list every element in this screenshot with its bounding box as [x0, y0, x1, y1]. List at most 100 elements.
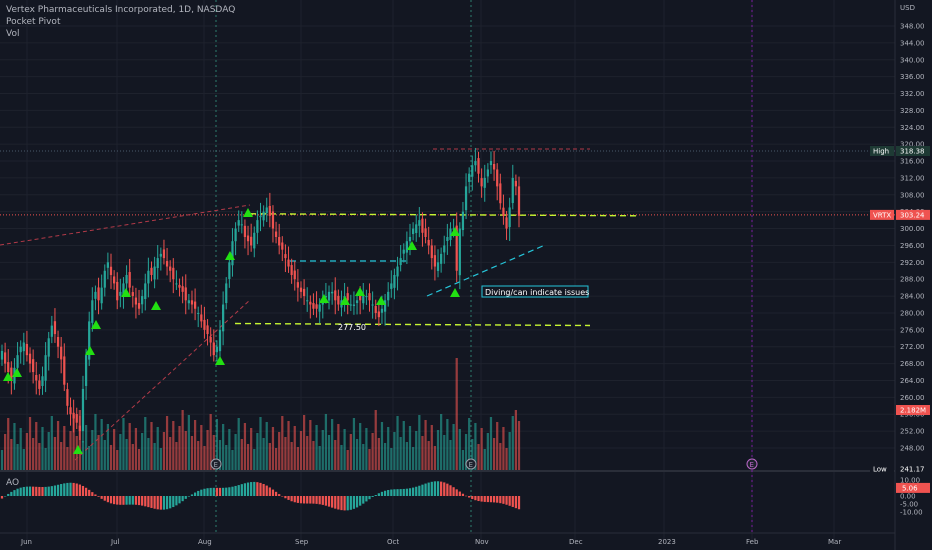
- volume-bar: [19, 428, 22, 470]
- volume-bar: [172, 421, 175, 470]
- volume-bar: [458, 429, 461, 470]
- candle-body: [365, 296, 368, 298]
- ao-bar: [106, 496, 110, 503]
- volume-bar: [262, 438, 265, 470]
- volume-bar: [7, 418, 10, 470]
- candle-body: [91, 300, 94, 323]
- axis-tag-value-bg: [896, 464, 930, 474]
- candle-body: [156, 258, 159, 269]
- volume-bar: [56, 421, 60, 470]
- candle-body: [144, 283, 147, 300]
- price-tick-label: 308.00: [900, 191, 925, 199]
- volume-bar: [206, 430, 209, 470]
- ao-bar: [162, 496, 166, 510]
- ao-bar: [508, 496, 511, 506]
- axis-tag-value: 2.182M: [900, 407, 926, 415]
- ao-bar: [427, 482, 430, 496]
- volume-bar: [122, 418, 125, 470]
- candle-body: [309, 301, 312, 305]
- ao-bar: [480, 496, 483, 502]
- candle-body: [243, 225, 247, 237]
- ao-bar: [169, 496, 172, 509]
- earnings-marker-label: E: [469, 461, 473, 469]
- volume-bar: [13, 423, 16, 470]
- indicator-label-pocket-pivot[interactable]: Pocket Pivot: [6, 17, 61, 27]
- ao-bar: [443, 482, 446, 496]
- candle-body: [147, 270, 150, 284]
- ao-bar: [122, 496, 125, 505]
- candle-body: [455, 225, 458, 271]
- candle-body: [433, 255, 437, 267]
- candle-body: [32, 359, 35, 373]
- time-axis[interactable]: Jun Jul Aug Sep Oct Nov Dec 2023 Feb Mar: [20, 538, 841, 546]
- indicator-label-ao[interactable]: AO: [6, 478, 20, 488]
- ao-bar: [380, 491, 384, 496]
- pocket-pivot-marker: [225, 251, 235, 260]
- ao-bar: [346, 496, 349, 511]
- volume-bar: [474, 423, 477, 470]
- volume-bars: [0, 358, 521, 470]
- candle-body: [72, 412, 75, 419]
- candle-body: [474, 161, 477, 166]
- volume-bar: [502, 427, 505, 470]
- ao-bar: [499, 496, 502, 504]
- candle-body: [81, 388, 85, 432]
- ao-tick-label: 10.00: [900, 477, 920, 485]
- volume-bar: [293, 426, 296, 470]
- candle-body: [35, 374, 38, 381]
- candle-body: [268, 205, 271, 216]
- ao-bar: [374, 495, 377, 496]
- volume-bar: [134, 428, 138, 470]
- price-tick-label: 252.00: [900, 428, 925, 436]
- candle-body: [172, 267, 175, 280]
- time-tick-label: Oct: [387, 538, 399, 546]
- candle-body: [181, 286, 184, 292]
- event-vertical-lines: [0, 0, 895, 532]
- candle-body: [75, 414, 78, 423]
- price-axis[interactable]: USD 348.00 344.00 340.00 336.00 332.00 328.00 3…: [870, 4, 930, 517]
- volume-bar: [430, 425, 433, 470]
- volume-bar: [309, 420, 312, 470]
- volume-bar: [215, 419, 219, 470]
- candle-body: [153, 266, 156, 280]
- ao-bar: [231, 486, 234, 496]
- ao-bar: [440, 481, 443, 496]
- note-box: [481, 285, 589, 298]
- ao-bar: [415, 486, 418, 496]
- ao-bar: [256, 482, 259, 496]
- candle-body: [492, 163, 496, 170]
- candle-body: [396, 266, 399, 277]
- volume-bar: [315, 425, 318, 470]
- ao-bar: [368, 496, 371, 500]
- ao-bar: [452, 487, 455, 496]
- volume-bar: [287, 421, 290, 470]
- candle-body: [511, 177, 514, 204]
- candle-body: [483, 177, 486, 188]
- volume-bar: [496, 422, 499, 470]
- volume-bar: [424, 420, 427, 470]
- ao-bar: [50, 486, 53, 496]
- ao-bar: [486, 496, 489, 503]
- pocket-pivot-marker: [3, 372, 13, 381]
- indicator-label-volume[interactable]: Vol: [6, 29, 20, 39]
- volume-bar: [421, 436, 424, 470]
- pocket-pivot-marker: [215, 356, 225, 365]
- ao-bar: [262, 484, 265, 496]
- earnings-marker: [210, 458, 222, 470]
- ao-bar: [433, 481, 437, 496]
- volume-bar: [443, 435, 446, 470]
- ao-bar: [234, 485, 237, 496]
- ao-bar: [293, 496, 296, 503]
- candle-body: [253, 232, 256, 249]
- candle-body: [0, 350, 4, 360]
- ao-bar: [38, 486, 41, 496]
- ao-bar: [411, 487, 415, 496]
- candle-body: [293, 270, 296, 280]
- symbol-title[interactable]: Vertex Pharmaceuticals Incorporated, 1D,…: [6, 5, 236, 15]
- candle-body: [443, 245, 446, 253]
- candle-body: [489, 161, 493, 166]
- candle-body: [393, 274, 396, 288]
- candle-body: [508, 207, 511, 228]
- candle-body: [38, 380, 41, 389]
